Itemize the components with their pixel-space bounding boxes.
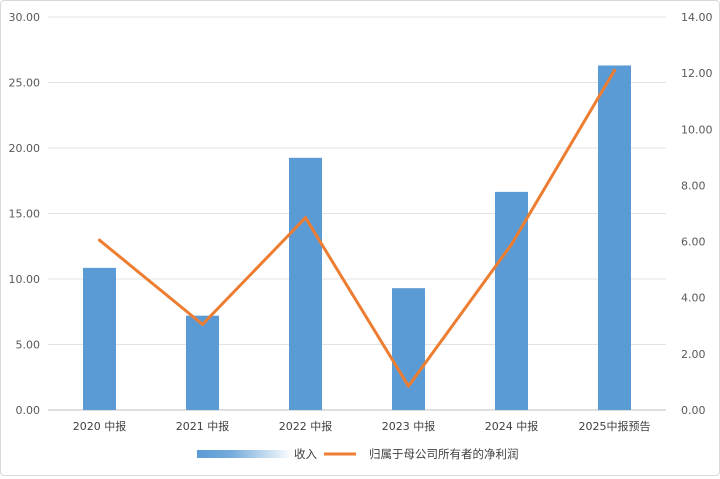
line-point <box>201 322 204 326</box>
y-right-tick-label: 0.00 <box>681 404 706 417</box>
bar-series <box>83 65 631 410</box>
y-left-tick-label: 15.00 <box>9 208 41 221</box>
y-right-tick-label: 2.00 <box>681 348 706 361</box>
line-point <box>510 242 513 246</box>
x-tick-label: 2022 中报 <box>279 419 333 433</box>
x-tick-label: 2020 中报 <box>73 419 127 433</box>
y-left-tick-label: 30.00 <box>9 11 41 24</box>
y-left-tick-label: 0.00 <box>16 404 41 417</box>
x-tick-label: 2023 中报 <box>382 419 436 433</box>
series-line <box>98 68 616 388</box>
bar <box>83 267 116 410</box>
legend-label-line: 归属于母公司所有者的净利润 <box>369 447 519 461</box>
x-tick-label: 2021 中报 <box>176 419 230 433</box>
line-point <box>613 68 616 72</box>
x-tick-label: 2025中报预告 <box>579 419 651 433</box>
legend-label-bar: 收入 <box>294 447 317 461</box>
line-series <box>98 68 616 388</box>
y-right-tick-label: 10.00 <box>681 123 713 136</box>
legend: 收入 归属于母公司所有者的净利润 <box>197 447 519 461</box>
left-axis: 0.00 5.00 10.00 15.00 20.00 25.00 30.00 <box>9 11 41 417</box>
legend-swatch-bar <box>197 450 293 458</box>
y-right-tick-label: 6.00 <box>681 236 706 249</box>
y-left-tick-label: 10.00 <box>9 273 41 286</box>
line-point <box>407 384 410 388</box>
line-point <box>98 238 101 242</box>
gridlines <box>48 16 666 411</box>
y-right-tick-label: 8.00 <box>681 179 706 192</box>
bar <box>598 65 631 410</box>
y-right-tick-label: 12.00 <box>681 67 713 80</box>
y-right-tick-label: 14.00 <box>681 11 713 24</box>
bar <box>289 157 322 410</box>
bar <box>186 315 219 410</box>
y-left-tick-label: 20.00 <box>9 142 41 155</box>
bar <box>392 288 425 410</box>
x-tick-label: 2024 中报 <box>485 419 539 433</box>
x-axis: 2020 中报 2021 中报 2022 中报 2023 中报 2024 中报 2025中… <box>73 419 651 433</box>
y-left-tick-label: 25.00 <box>9 77 41 90</box>
line-point <box>304 216 307 220</box>
right-axis: 0.00 2.00 4.00 6.00 8.00 10.00 12.00 14.00 <box>681 11 713 417</box>
y-right-tick-label: 4.00 <box>681 292 706 305</box>
y-left-tick-label: 5.00 <box>16 339 41 352</box>
